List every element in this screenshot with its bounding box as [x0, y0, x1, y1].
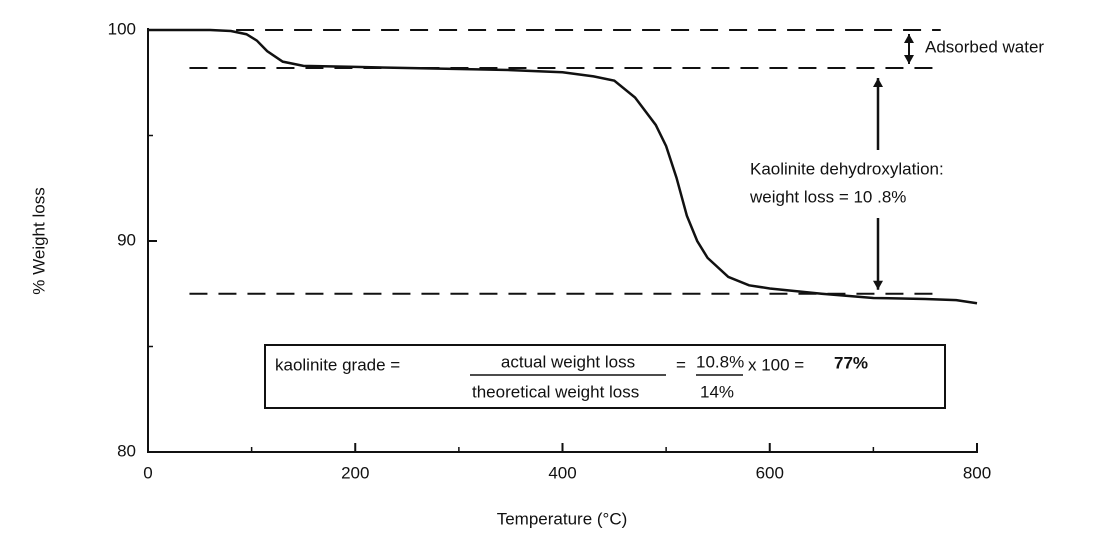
x-axis-label: Temperature (°C) — [497, 509, 628, 528]
y-tick-label: 100 — [108, 19, 136, 38]
y-axis-label: % Weight loss — [29, 187, 48, 294]
x-tick-label: 0 — [143, 463, 152, 482]
annotation: Kaolinite dehydroxylation: — [750, 159, 944, 178]
arrow-head — [873, 280, 883, 290]
arrow-head — [904, 54, 914, 64]
formula-den-value: 14% — [700, 382, 734, 401]
arrow-head — [904, 34, 914, 43]
formula-box — [264, 344, 946, 409]
formula-denominator: theoretical weight loss — [472, 382, 639, 401]
x-tick-label: 400 — [548, 463, 576, 482]
formula-times: x 100 = — [748, 355, 804, 374]
x-tick-label: 200 — [341, 463, 369, 482]
arrow-head — [873, 77, 883, 87]
annotation: Adsorbed water — [925, 37, 1044, 56]
y-tick-label: 80 — [117, 441, 136, 460]
formula-numerator: actual weight loss — [501, 352, 635, 371]
formula-num-value: 10.8% — [696, 352, 744, 371]
formula-lhs: kaolinite grade = — [275, 355, 400, 374]
annotation: weight loss = 10 .8% — [749, 187, 906, 206]
formula-eq: = — [676, 355, 686, 374]
y-tick-label: 90 — [117, 230, 136, 249]
formula-result: 77% — [834, 353, 868, 372]
x-tick-label: 600 — [756, 463, 784, 482]
data-line — [148, 28, 978, 305]
x-tick-label: 800 — [963, 463, 991, 482]
